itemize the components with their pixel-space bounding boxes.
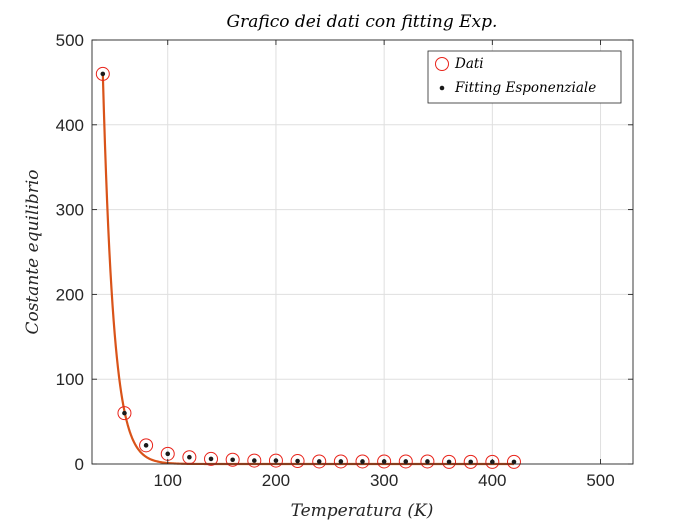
data-point-dati — [247, 453, 262, 468]
y-axis-title: Costante equilibrio — [23, 169, 43, 334]
data-point-fitting — [230, 457, 235, 463]
y-tick-label: 500 — [56, 31, 84, 50]
chart-title: Grafico dei dati con fitting Exp. — [227, 12, 498, 32]
data-point-dati — [355, 454, 370, 469]
data-point-dati — [442, 454, 457, 469]
data-point-fitting — [360, 459, 365, 464]
data-point-dati — [333, 454, 348, 469]
legend-label-dati: Dati — [454, 56, 484, 72]
data-point-fitting — [425, 459, 430, 464]
data-point-dati — [225, 452, 240, 467]
data-point-fitting — [338, 459, 344, 464]
data-point-dati — [204, 451, 219, 466]
data-point-dati — [290, 454, 305, 469]
data-point-fitting — [122, 410, 127, 416]
y-tick-label: 300 — [56, 201, 84, 220]
data-point-fitting — [295, 458, 300, 464]
y-tick-label: 0 — [75, 455, 84, 474]
x-tick-label: 200 — [262, 471, 290, 490]
x-tick-label: 100 — [154, 471, 182, 490]
data-point-dati — [398, 454, 413, 469]
data-point-dati — [506, 454, 521, 469]
axes — [91, 39, 634, 465]
y-tick-label: 200 — [56, 285, 84, 304]
y-tick-label: 100 — [56, 370, 84, 389]
x-tick-label: 300 — [370, 471, 398, 490]
plot-area — [92, 40, 633, 464]
data-point-dati — [268, 453, 283, 468]
data-point-dati — [139, 438, 154, 453]
data-point-fitting — [252, 458, 257, 463]
data-point-dati — [312, 454, 327, 469]
data-point-fitting — [511, 459, 517, 465]
data-point-dati — [377, 454, 392, 469]
data-point-fitting — [165, 451, 171, 457]
x-tick-label: 400 — [478, 471, 506, 490]
data-point-dati — [463, 454, 478, 469]
data-point-dati — [95, 66, 110, 81]
legend-marker-dati — [435, 57, 449, 71]
legend: Dati Fitting Esponenziale — [427, 50, 622, 104]
legend-marker-fitting — [439, 85, 445, 91]
x-axis-title: Temperatura (K) — [291, 501, 434, 521]
x-tick-label: 500 — [586, 471, 614, 490]
data-point-fitting — [187, 454, 192, 460]
data-point-fitting — [403, 459, 409, 464]
data-point-fitting — [208, 456, 214, 462]
data-point-dati — [485, 454, 500, 469]
data-point-fitting — [446, 459, 452, 465]
y-tick-label: 400 — [56, 116, 84, 135]
data-point-fitting — [316, 459, 322, 464]
data-markers — [95, 66, 521, 469]
data-point-fitting — [100, 71, 106, 77]
legend-box — [427, 50, 622, 104]
axes-box — [91, 39, 634, 465]
data-point-dati — [420, 454, 435, 469]
data-point-fitting — [143, 443, 149, 448]
data-point-dati — [117, 406, 132, 421]
tick-labels: 100 200 300 400 500 0 100 200 300 400 500 — [56, 31, 615, 490]
legend-label-fitting: Fitting Esponenziale — [454, 80, 596, 96]
data-point-fitting — [468, 459, 474, 465]
